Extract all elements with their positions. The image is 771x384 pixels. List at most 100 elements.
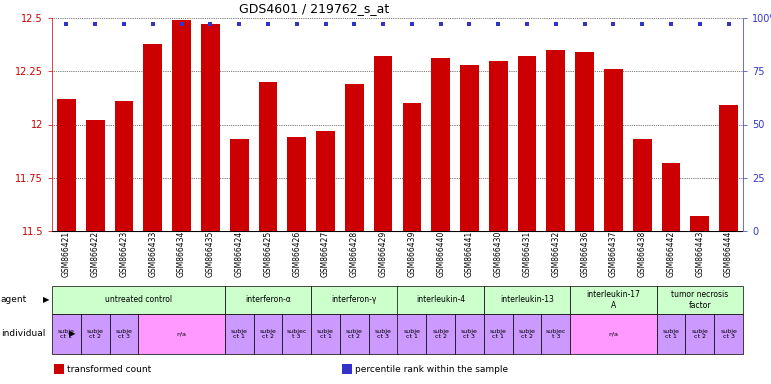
Text: GSM866421: GSM866421 [62, 231, 71, 277]
Bar [547, 50, 565, 231]
Bar [52, 286, 225, 314]
Bar [575, 52, 594, 231]
Text: interleukin-13: interleukin-13 [500, 296, 554, 305]
Bar [225, 286, 311, 314]
Text: GSM866444: GSM866444 [724, 231, 733, 277]
Text: transformed count: transformed count [67, 365, 151, 374]
Bar [719, 105, 738, 231]
Text: interferon-γ: interferon-γ [332, 296, 377, 305]
Bar [109, 314, 138, 354]
Text: subje
ct 1: subje ct 1 [317, 329, 334, 339]
Bar [258, 82, 278, 231]
Text: GSM866438: GSM866438 [638, 231, 647, 277]
Text: subje
ct 2: subje ct 2 [433, 329, 449, 339]
Bar [685, 314, 714, 354]
Text: n/a: n/a [608, 331, 618, 336]
Bar [86, 120, 105, 231]
Bar [342, 364, 352, 374]
Bar [81, 314, 109, 354]
Bar [571, 314, 657, 354]
Bar [143, 43, 162, 231]
Text: GSM866427: GSM866427 [321, 231, 330, 277]
Text: subje
ct 1: subje ct 1 [231, 329, 247, 339]
Bar [398, 314, 426, 354]
Bar [517, 56, 537, 231]
Bar [345, 84, 364, 231]
Text: subje
ct 2: subje ct 2 [692, 329, 709, 339]
Bar [230, 139, 248, 231]
Text: subjec
t 3: subjec t 3 [287, 329, 307, 339]
Bar [489, 61, 507, 231]
Bar [513, 314, 541, 354]
Text: subje
ct 2: subje ct 2 [260, 329, 276, 339]
Bar [225, 314, 254, 354]
Bar [398, 286, 484, 314]
Bar [657, 314, 685, 354]
Bar [633, 139, 651, 231]
Bar [484, 314, 513, 354]
Bar [54, 364, 64, 374]
Text: subje
ct 3: subje ct 3 [720, 329, 737, 339]
Bar [282, 314, 311, 354]
Text: GSM866439: GSM866439 [407, 231, 416, 277]
Bar [455, 314, 484, 354]
Text: untreated control: untreated control [105, 296, 172, 305]
Bar [571, 286, 657, 314]
Text: GSM866440: GSM866440 [436, 231, 445, 277]
Bar [201, 25, 220, 231]
Text: ▶: ▶ [69, 329, 75, 339]
Bar [402, 103, 421, 231]
Bar [691, 216, 709, 231]
Bar [138, 314, 225, 354]
Text: subje
ct 2: subje ct 2 [346, 329, 362, 339]
Text: individual: individual [1, 329, 45, 339]
Text: subje
ct 1: subje ct 1 [58, 329, 75, 339]
Text: subje
ct 2: subje ct 2 [519, 329, 536, 339]
Text: subje
ct 3: subje ct 3 [116, 329, 133, 339]
Text: GDS4601 / 219762_s_at: GDS4601 / 219762_s_at [240, 2, 389, 15]
Text: subje
ct 1: subje ct 1 [403, 329, 420, 339]
Bar [604, 69, 623, 231]
Bar [431, 58, 450, 231]
Bar [484, 286, 571, 314]
Text: GSM866442: GSM866442 [666, 231, 675, 277]
Text: subje
ct 1: subje ct 1 [662, 329, 679, 339]
Text: GSM866437: GSM866437 [609, 231, 618, 277]
Text: GSM866435: GSM866435 [206, 231, 215, 277]
Text: GSM866432: GSM866432 [551, 231, 561, 277]
Text: subje
ct 2: subje ct 2 [87, 329, 103, 339]
Bar [541, 314, 571, 354]
Text: GSM866428: GSM866428 [350, 231, 359, 277]
Bar [172, 20, 191, 231]
Bar [115, 101, 133, 231]
Text: GSM866422: GSM866422 [91, 231, 99, 277]
Text: GSM866424: GSM866424 [234, 231, 244, 277]
Text: GSM866443: GSM866443 [695, 231, 705, 277]
Bar [52, 314, 81, 354]
Bar [254, 314, 282, 354]
Text: GSM866426: GSM866426 [292, 231, 301, 277]
Text: tumor necrosis
factor: tumor necrosis factor [672, 290, 729, 310]
Bar [374, 56, 392, 231]
Bar [460, 65, 479, 231]
Bar [288, 137, 306, 231]
Text: GSM866425: GSM866425 [264, 231, 272, 277]
Text: subje
ct 3: subje ct 3 [375, 329, 392, 339]
Text: n/a: n/a [177, 331, 187, 336]
Text: GSM866423: GSM866423 [120, 231, 129, 277]
Text: subje
ct 3: subje ct 3 [461, 329, 478, 339]
Bar [340, 314, 369, 354]
Bar [311, 286, 398, 314]
Text: GSM866434: GSM866434 [177, 231, 186, 277]
Text: GSM866430: GSM866430 [493, 231, 503, 277]
Text: subjec
t 3: subjec t 3 [546, 329, 566, 339]
Text: subje
ct 1: subje ct 1 [490, 329, 507, 339]
Bar [426, 314, 455, 354]
Bar [657, 286, 743, 314]
Text: interleukin-4: interleukin-4 [416, 296, 465, 305]
Text: GSM866441: GSM866441 [465, 231, 474, 277]
Text: GSM866429: GSM866429 [379, 231, 388, 277]
Text: interleukin-17
A: interleukin-17 A [587, 290, 641, 310]
Text: GSM866431: GSM866431 [523, 231, 531, 277]
Text: interferon-α: interferon-α [245, 296, 291, 305]
